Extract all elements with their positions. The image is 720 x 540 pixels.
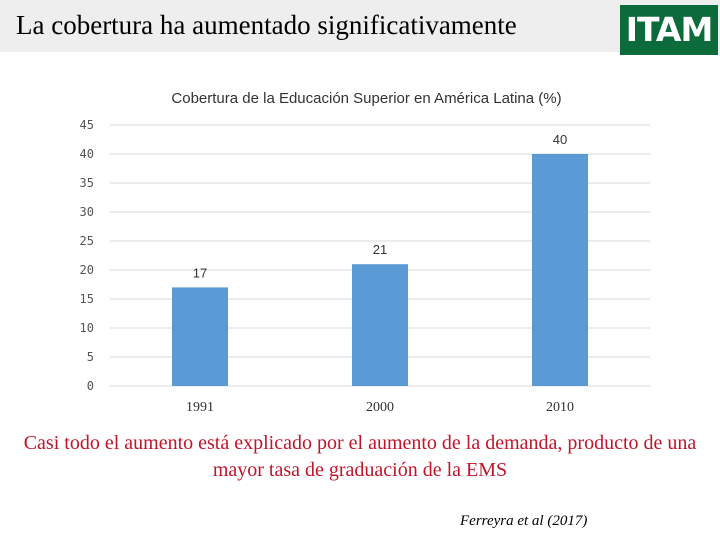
x-tick-label: 2000 [366, 400, 394, 415]
itam-logo: ITAM [620, 5, 718, 55]
x-tick-label: 1991 [186, 400, 214, 415]
y-tick-label: 30 [80, 205, 94, 219]
y-axis-ticks: 0 5 10 15 20 25 30 35 40 45 [80, 118, 94, 393]
bars [172, 154, 588, 386]
x-axis-ticks: 1991 2000 2010 [186, 400, 574, 415]
y-tick-label: 15 [80, 292, 94, 306]
bar-2010 [532, 154, 588, 386]
data-label: 21 [373, 242, 387, 257]
title-band [0, 0, 720, 52]
explanatory-note: Casi todo el aumento está explicado por … [23, 432, 697, 481]
source-citation: Ferreyra et al (2017) [460, 513, 588, 529]
y-tick-label: 10 [80, 321, 94, 335]
y-tick-label: 5 [87, 350, 94, 364]
x-tick-label: 2010 [546, 400, 574, 415]
y-tick-label: 40 [80, 147, 94, 161]
y-tick-label: 35 [80, 176, 94, 190]
bar-2000 [352, 264, 408, 386]
bar-chart: 0 5 10 15 20 25 30 35 40 45 17 21 40 1991 2000 2010 [80, 118, 650, 415]
y-tick-label: 25 [80, 234, 94, 248]
slide-title: La cobertura ha aumentado significativam… [16, 10, 517, 40]
y-tick-label: 0 [87, 379, 94, 393]
chart-title: Cobertura de la Educación Superior en Am… [171, 90, 562, 107]
data-labels: 17 21 40 [193, 132, 567, 280]
logo-text: ITAM [625, 10, 714, 49]
data-label: 40 [553, 132, 567, 147]
bar-1991 [172, 287, 228, 386]
data-label: 17 [193, 265, 207, 280]
y-tick-label: 20 [80, 263, 94, 277]
y-tick-label: 45 [80, 118, 94, 132]
